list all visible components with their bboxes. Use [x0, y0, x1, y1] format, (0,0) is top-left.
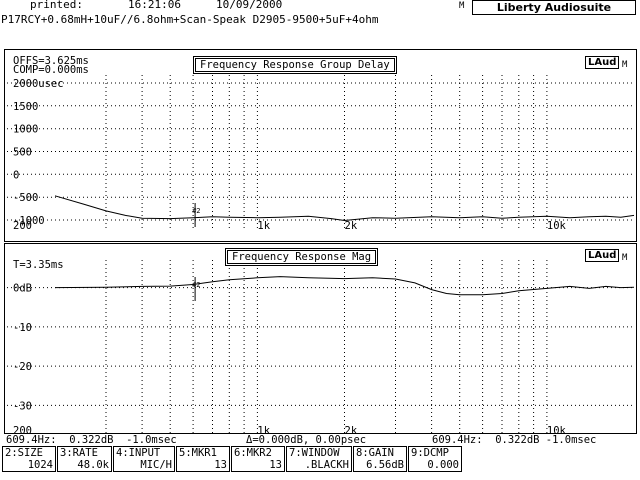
gd-xtick-label: 1k	[257, 220, 270, 232]
window-softkey[interactable]: 7:WINDOW .BLACKH	[286, 446, 352, 472]
gd-ytick-label: -1000	[13, 215, 45, 227]
gd-ytick-label: -500	[13, 192, 38, 204]
print-date: 10/09/2000	[216, 0, 283, 11]
magnitude-title: Frequency Response Mag	[225, 248, 379, 266]
device-description: P17RCY+0.68mH+10uF//6.8ohm+Scan-Speak D2…	[1, 13, 379, 26]
gain-softkey[interactable]: 8:GAIN 6.56dB	[353, 446, 407, 472]
offset-readout: OFFS=3.625ms	[13, 55, 89, 67]
rate-softkey[interactable]: 3:RATE 48.0k	[57, 446, 112, 472]
marker1-readout: 609.4Hz: 0.322dB -1.0msec	[6, 434, 177, 446]
printed-label: printed:	[30, 0, 83, 11]
mag-xtick-label: 10k	[547, 425, 567, 433]
gd-ytick-label: 500	[13, 147, 32, 159]
app-logo: Liberty Audiosuite	[472, 0, 636, 15]
mag-ytick-label: 0dB	[13, 283, 32, 295]
mag-xtick-label: 200	[13, 425, 32, 433]
logo-prefix: M	[459, 1, 465, 11]
gd-series-line	[54, 195, 635, 222]
marker-status-bar: 609.4Hz: 0.322dB -1.0msec Δ=0.000dB, 0.0…	[4, 434, 635, 446]
gd-xtick-label: 200	[13, 220, 32, 232]
magnitude-plot: 0dB -10 -20 -30 200 1k 2k 10k #2	[7, 260, 635, 433]
marker1-softkey[interactable]: 5:MKR1 13	[176, 446, 230, 472]
dcmp-softkey[interactable]: 9:DCMP 0.000	[408, 446, 462, 472]
softkey-bar: 2:SIZE 1024 3:RATE 48.0k 4:INPUT MIC/H 5:MK…	[2, 446, 463, 472]
laud-badge-suffix-bottom: M	[622, 253, 628, 263]
laud-badge-bottom[interactable]: LAud	[585, 249, 620, 262]
gd-ytick-label: 0	[13, 169, 19, 181]
laud-badge-top[interactable]: LAud	[585, 56, 620, 69]
marker-delta-readout: Δ=0.000dB, 0.00psec	[246, 434, 367, 446]
mag-xtick-label: 1k	[257, 425, 270, 433]
comp-readout: COMP=0.000ms	[13, 64, 89, 76]
marker2-readout: 609.4Hz: 0.322dB -1.0msec	[432, 434, 597, 446]
mag-ytick-label: -30	[13, 400, 32, 412]
gd-xtick-label: 2k	[345, 220, 358, 232]
mag-series-line	[54, 276, 635, 296]
gd-ytick-label: 1000	[13, 124, 38, 136]
size-softkey[interactable]: 2:SIZE 1024	[2, 446, 56, 472]
time-readout: T=3.35ms	[13, 259, 64, 271]
gd-ytick-label: 2000usec	[13, 78, 64, 90]
print-time: 16:21:06	[128, 0, 181, 11]
gd-xtick-label: 10k	[547, 220, 567, 232]
input-softkey[interactable]: 4:INPUT MIC/H	[113, 446, 175, 472]
laud-badge-suffix-top: M	[622, 60, 628, 70]
mag-ytick-label: -10	[13, 322, 32, 334]
gd-marker-label: #2	[192, 207, 200, 215]
mag-ytick-label: -20	[13, 361, 32, 373]
gd-ytick-label: 1500	[13, 101, 38, 113]
magnitude-panel: 0dB -10 -20 -30 200 1k 2k 10k #2 Frequency Respo…	[4, 243, 637, 434]
mag-xtick-label: 2k	[345, 425, 358, 433]
mag-marker-label: #2	[192, 281, 200, 289]
group-delay-panel: 2000usec 1500 1000 500 0 -500 -1000 200 1k 2k 10k #…	[4, 49, 637, 242]
marker2-softkey[interactable]: 6:MKR2 13	[231, 446, 285, 472]
group-delay-title: Frequency Response Group Delay	[193, 56, 397, 74]
